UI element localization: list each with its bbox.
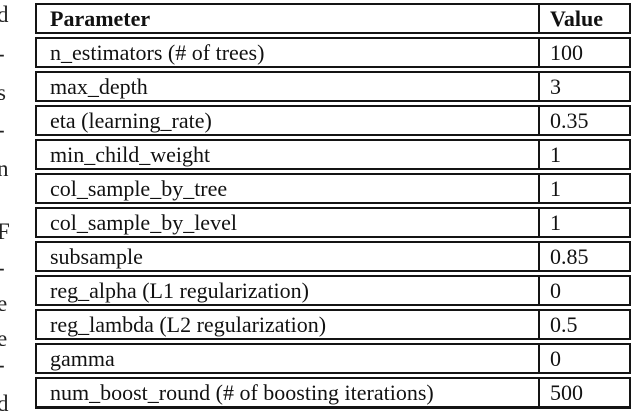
margin-text-fragment: e — [0, 326, 8, 351]
param-cell: min_child_weight — [37, 141, 540, 168]
value-cell: 0.85 — [550, 243, 589, 269]
value-cell: 3 — [550, 73, 561, 99]
table-row: max_depth 3 — [35, 71, 631, 102]
table-row: reg_alpha (L1 regularization) 0 — [35, 275, 631, 306]
table-row: reg_lambda (L2 regularization) 0.5 — [35, 309, 631, 340]
param-cell: gamma — [37, 345, 540, 372]
param-cell: n_estimators (# of trees) — [37, 39, 540, 66]
value-cell: 0.5 — [550, 311, 578, 337]
param-cell: reg_alpha (L1 regularization) — [37, 277, 540, 304]
table-row: n_estimators (# of trees) 100 — [35, 37, 631, 68]
margin-text-fragment: n — [0, 156, 9, 181]
value-cell: 500 — [550, 379, 583, 405]
param-cell: eta (learning_rate) — [37, 107, 540, 134]
param-cell: subsample — [37, 243, 540, 270]
table-row: subsample 0.85 — [35, 241, 631, 272]
param-cell: col_sample_by_level — [37, 209, 540, 236]
value-cell: 1 — [550, 141, 561, 167]
value-cell: 1 — [550, 209, 561, 235]
table-header-row: Parameter Value — [35, 3, 631, 34]
param-cell: col_sample_by_tree — [37, 175, 540, 202]
margin-text-fragment: - — [0, 256, 5, 279]
margin-text-fragment: d — [0, 391, 9, 416]
hyperparameter-table: Parameter Value n_estimators (# of trees… — [35, 3, 631, 409]
header-parameter: Parameter — [37, 5, 540, 32]
param-cell: num_boost_round (# of boosting iteration… — [37, 379, 540, 406]
value-cell: 0 — [550, 345, 561, 371]
margin-text-fragment: - — [0, 353, 5, 376]
value-cell: 1 — [550, 175, 561, 201]
value-cell: 0 — [550, 277, 561, 303]
table-row: min_child_weight 1 — [35, 139, 631, 170]
margin-text-fragment: - — [0, 42, 5, 65]
table-row: gamma 0 — [35, 343, 631, 374]
margin-text-fragment: s — [0, 80, 6, 105]
margin-text-fragment: d — [0, 2, 9, 27]
value-cell: 0.35 — [550, 107, 589, 133]
value-cell: 100 — [550, 39, 583, 65]
header-value: Value — [550, 5, 603, 31]
margin-text-fragment: F — [0, 219, 10, 244]
table-row: num_boost_round (# of boosting iteration… — [35, 377, 631, 409]
table-row: col_sample_by_level 1 — [35, 207, 631, 238]
param-cell: reg_lambda (L2 regularization) — [37, 311, 540, 338]
margin-text-fragment: e — [0, 291, 8, 316]
table-row: col_sample_by_tree 1 — [35, 173, 631, 204]
margin-text-fragment: - — [0, 118, 5, 141]
param-cell: max_depth — [37, 73, 540, 100]
table-row: eta (learning_rate) 0.35 — [35, 105, 631, 136]
